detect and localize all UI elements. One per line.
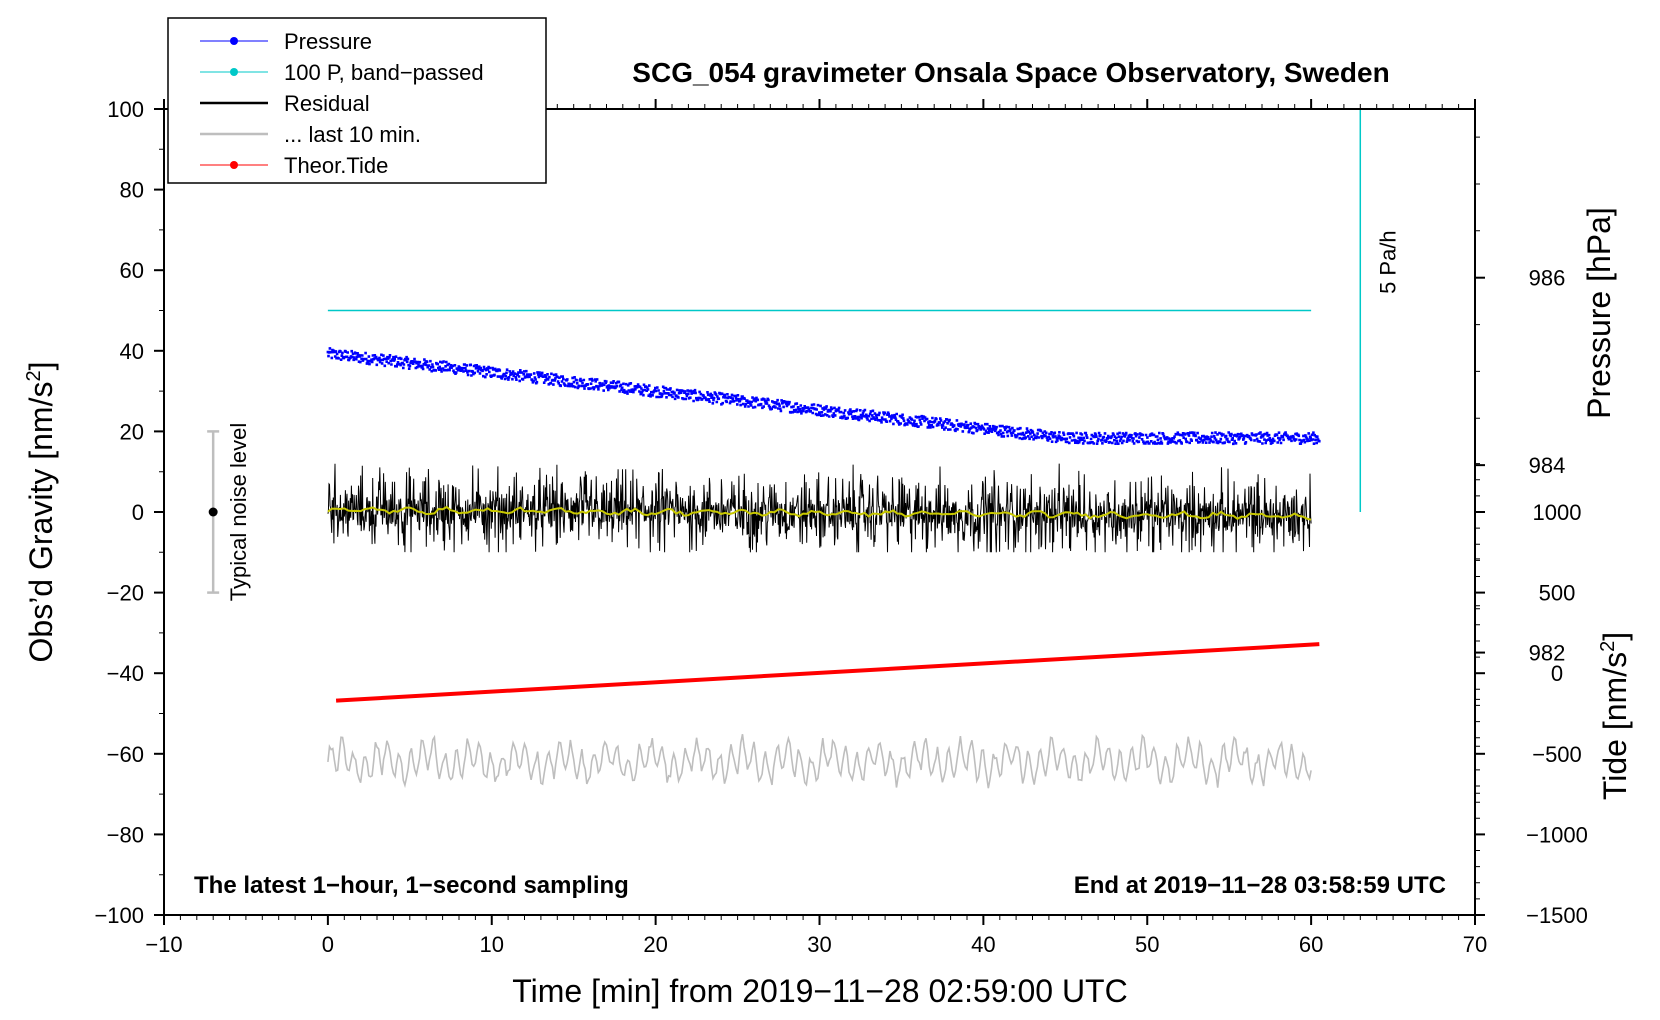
y-axis-title-left-main: Obs’d Gravity [nm/s <box>23 382 59 663</box>
x-tick-label: 60 <box>1299 932 1323 957</box>
tide-tick-label: 1000 <box>1533 500 1582 525</box>
legend-label: Pressure <box>284 29 372 54</box>
tide-tick-label: 0 <box>1551 661 1563 686</box>
y-tick-label: 40 <box>120 339 144 364</box>
y-tick-label: 80 <box>120 178 144 203</box>
pressure-tick-label: 984 <box>1529 453 1566 478</box>
y-tick-label: −100 <box>94 903 144 928</box>
y-axis-title-left: Obs’d Gravity [nm/s2] <box>23 362 59 663</box>
legend-box <box>167 17 547 184</box>
legend-swatch-marker <box>230 68 238 76</box>
annotation-latest-hour: The latest 1−hour, 1−second sampling <box>194 872 629 899</box>
legend-label: Theor.Tide <box>284 153 388 178</box>
legend-label: 100 P, band−passed <box>284 60 484 85</box>
plot-content: 5 Pa/h Typical noise level <box>207 109 1400 789</box>
x-tick-label: 10 <box>480 932 504 957</box>
y-axis-title-tide: Tide [nm/s2] <box>1597 632 1633 800</box>
y-tick-label: −40 <box>107 661 144 686</box>
residual-smoothed-line <box>327 505 1312 521</box>
noise-bar-center <box>208 507 218 517</box>
legend-swatch-marker <box>230 37 238 45</box>
legend: Pressure 100 P, band−passed Residual ... la… <box>167 17 547 184</box>
y-tick-label: 20 <box>120 419 144 444</box>
pressure-points <box>326 347 1321 446</box>
x-tick-label: 20 <box>643 932 667 957</box>
x-tick-label: 0 <box>322 932 334 957</box>
y-axis-title-tide-main: Tide [nm/s <box>1597 652 1633 800</box>
y-tick-label: 60 <box>120 258 144 283</box>
x-tick-label: 40 <box>971 932 995 957</box>
x-tick-label: 70 <box>1463 932 1487 957</box>
y-tick-label: −60 <box>107 742 144 767</box>
x-minor-ticks <box>179 104 1460 920</box>
y-axis-title-tide-end: ] <box>1597 632 1633 641</box>
tide-tick-label: −1000 <box>1526 822 1588 847</box>
y-axis-title-left-sup: 2 <box>23 370 45 381</box>
legend-swatch-marker <box>230 161 238 169</box>
x-tick-label: 30 <box>807 932 831 957</box>
chart-title: SCG_054 gravimeter Onsala Space Observat… <box>632 57 1389 88</box>
y-axis-title-tide-sup: 2 <box>1597 641 1619 652</box>
residual-line <box>327 463 1312 553</box>
tide-minor-ticks <box>1475 463 1480 900</box>
legend-label: ... last 10 min. <box>284 122 421 147</box>
pressure-tick-label: 986 <box>1529 266 1566 291</box>
tide-tick-label: 500 <box>1539 581 1576 606</box>
noise-bar-label: Typical noise level <box>226 423 251 602</box>
annotation-end-time: End at 2019−11−28 03:58:59 UTC <box>1074 872 1446 899</box>
x-axis-title: Time [min] from 2019−11−28 02:59:00 UTC <box>512 973 1127 1009</box>
y-axis-title-left-end: ] <box>23 362 59 371</box>
axis-ticks: −10 0 10 20 30 40 50 60 70−100−80−60−40−20020406… <box>94 97 1587 957</box>
y-minor-ticks <box>159 148 164 876</box>
tide-tick-label: −500 <box>1532 742 1582 767</box>
legend-label: Residual <box>284 91 370 116</box>
y-tick-label: 0 <box>132 500 144 525</box>
y-tick-label: −20 <box>107 581 144 606</box>
x-tick-label: −10 <box>145 932 182 957</box>
pressure-tick-label: 982 <box>1529 641 1566 666</box>
y-tick-label: 100 <box>107 97 144 122</box>
rate-bar-label: 5 Pa/h <box>1375 230 1400 294</box>
tide-line <box>335 642 1320 703</box>
last-10-min-line <box>327 733 1312 789</box>
x-tick-label: 50 <box>1135 932 1159 957</box>
y-tick-label: −80 <box>107 822 144 847</box>
tide-tick-label: −1500 <box>1526 903 1588 928</box>
y-axis-title-pressure: Pressure [hPa] <box>1581 207 1617 419</box>
